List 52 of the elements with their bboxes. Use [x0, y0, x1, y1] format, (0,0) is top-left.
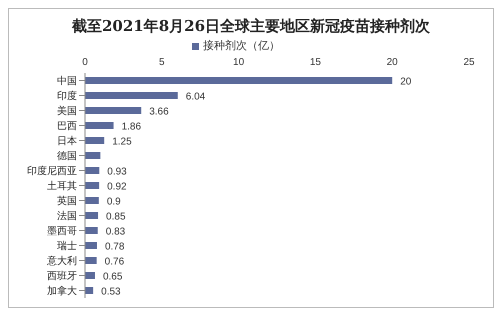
y-tick-label: 瑞士: [57, 240, 77, 252]
data-label: 0.65: [102, 272, 123, 282]
y-tick-label: 德国: [57, 151, 77, 162]
data-label: 0.53: [101, 286, 122, 298]
x-tick-label: 25: [463, 57, 475, 68]
data-label: 0.83: [106, 226, 126, 238]
x-tick-label: 20: [386, 57, 398, 68]
data-label: 6.04: [186, 92, 206, 102]
y-tick-label: 法国: [57, 210, 77, 222]
y-tick-label: 墨西哥: [47, 226, 77, 238]
legend-label: 接种剂次（亿）: [203, 40, 280, 52]
bar: [85, 182, 100, 189]
bar: [85, 92, 178, 99]
x-tick-label: 15: [310, 57, 322, 68]
bar: [85, 287, 94, 294]
bar: [85, 212, 98, 219]
data-label: 0.92: [107, 182, 128, 192]
x-tick-label: 10: [233, 57, 245, 68]
bar: [85, 107, 142, 114]
data-label: 0.78: [104, 242, 125, 252]
bar: [85, 137, 104, 144]
data-label: 1.25: [112, 136, 132, 148]
y-tick-label: 日本: [57, 135, 77, 148]
bar: [85, 77, 392, 84]
y-tick-label: 加拿大: [47, 285, 77, 298]
data-label: 0.76: [104, 256, 125, 268]
bar: [85, 242, 97, 249]
y-tick-label: 西班牙: [47, 270, 77, 282]
y-tick-label: 中国: [57, 75, 77, 88]
bar: [85, 152, 100, 159]
y-tick-label: 印度尼西亚: [27, 165, 77, 178]
x-tick-label: 0: [82, 57, 88, 68]
y-tick-label: 意大利: [46, 255, 77, 268]
y-tick-label: 美国: [57, 105, 77, 118]
data-label: 1.86: [122, 122, 142, 132]
data-label: 20: [400, 76, 412, 88]
bar: [85, 167, 100, 174]
bar: [85, 272, 95, 279]
bar: [85, 122, 114, 129]
bar: [85, 197, 99, 204]
data-label: 0.85: [106, 212, 126, 222]
y-tick-label: 印度: [57, 90, 77, 102]
bar: [85, 257, 97, 264]
y-tick-label: 英国: [57, 195, 77, 208]
bar: [85, 227, 98, 234]
data-label: 0.93: [107, 166, 128, 178]
x-tick-label: 5: [159, 57, 166, 68]
data-label: 0.9: [106, 196, 122, 208]
y-tick-label: 巴西: [57, 121, 77, 132]
data-label: 3.66: [149, 106, 170, 118]
y-tick-label: 土耳其: [47, 180, 77, 192]
chart-title: 截至2021年8月26日全球主要地区新冠疫苗接种剂次: [70, 17, 432, 36]
